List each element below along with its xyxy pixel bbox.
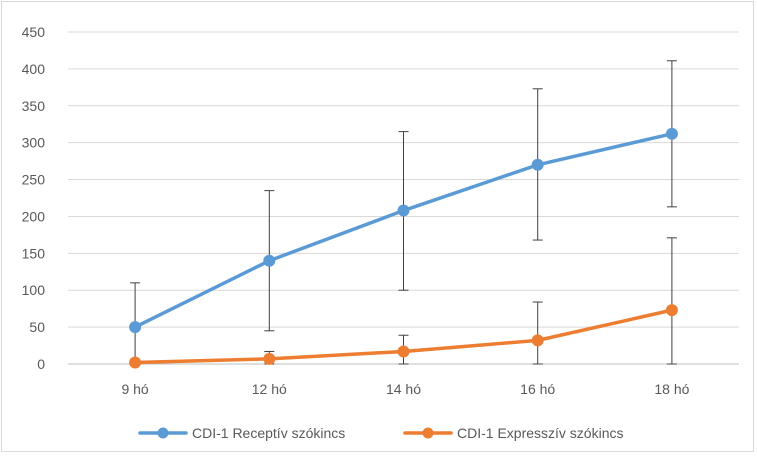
data-point xyxy=(665,127,678,140)
data-point xyxy=(531,334,544,347)
x-tick-label: 14 hó xyxy=(386,381,421,397)
y-tick-label: 150 xyxy=(22,245,46,261)
y-tick-label: 0 xyxy=(37,356,45,372)
data-point xyxy=(397,345,410,358)
chart-frame: 0 50 100 150 200 250 300 350 400 450 9 hó 12 hó 14 h… xyxy=(1,1,754,452)
legend-swatch-marker xyxy=(157,427,169,439)
y-tick-label: 100 xyxy=(22,282,46,298)
legend: CDI-1 Receptív szókincs CDI-1 Expresszív … xyxy=(138,425,623,441)
data-point xyxy=(263,352,276,365)
y-tick-label: 250 xyxy=(22,172,46,188)
axes: 0 50 100 150 200 250 300 350 400 450 9 hó 12 hó 14 h… xyxy=(22,24,739,397)
data-point xyxy=(129,356,142,369)
y-tick-label: 350 xyxy=(22,98,46,114)
y-tick-label: 200 xyxy=(22,208,46,224)
data-point xyxy=(263,254,276,267)
x-tick-label: 18 hó xyxy=(654,381,689,397)
legend-label: CDI-1 Receptív szókincs xyxy=(192,425,345,441)
x-tick-label: 16 hó xyxy=(520,381,555,397)
data-point xyxy=(129,321,142,334)
y-tick-label: 450 xyxy=(22,24,46,40)
x-tick-label: 12 hó xyxy=(252,381,287,397)
data-point xyxy=(531,158,544,171)
line-chart: 0 50 100 150 200 250 300 350 400 450 9 hó 12 hó 14 h… xyxy=(22,24,739,441)
data-point xyxy=(665,304,678,317)
data-point xyxy=(397,204,410,217)
y-tick-label: 50 xyxy=(29,319,45,335)
legend-swatch-marker xyxy=(422,427,434,439)
y-tick-label: 300 xyxy=(22,135,46,151)
legend-label: CDI-1 Expresszív szókincs xyxy=(457,425,623,441)
series-lines xyxy=(129,127,678,369)
y-tick-label: 400 xyxy=(22,61,46,77)
x-tick-label: 9 hó xyxy=(121,381,148,397)
